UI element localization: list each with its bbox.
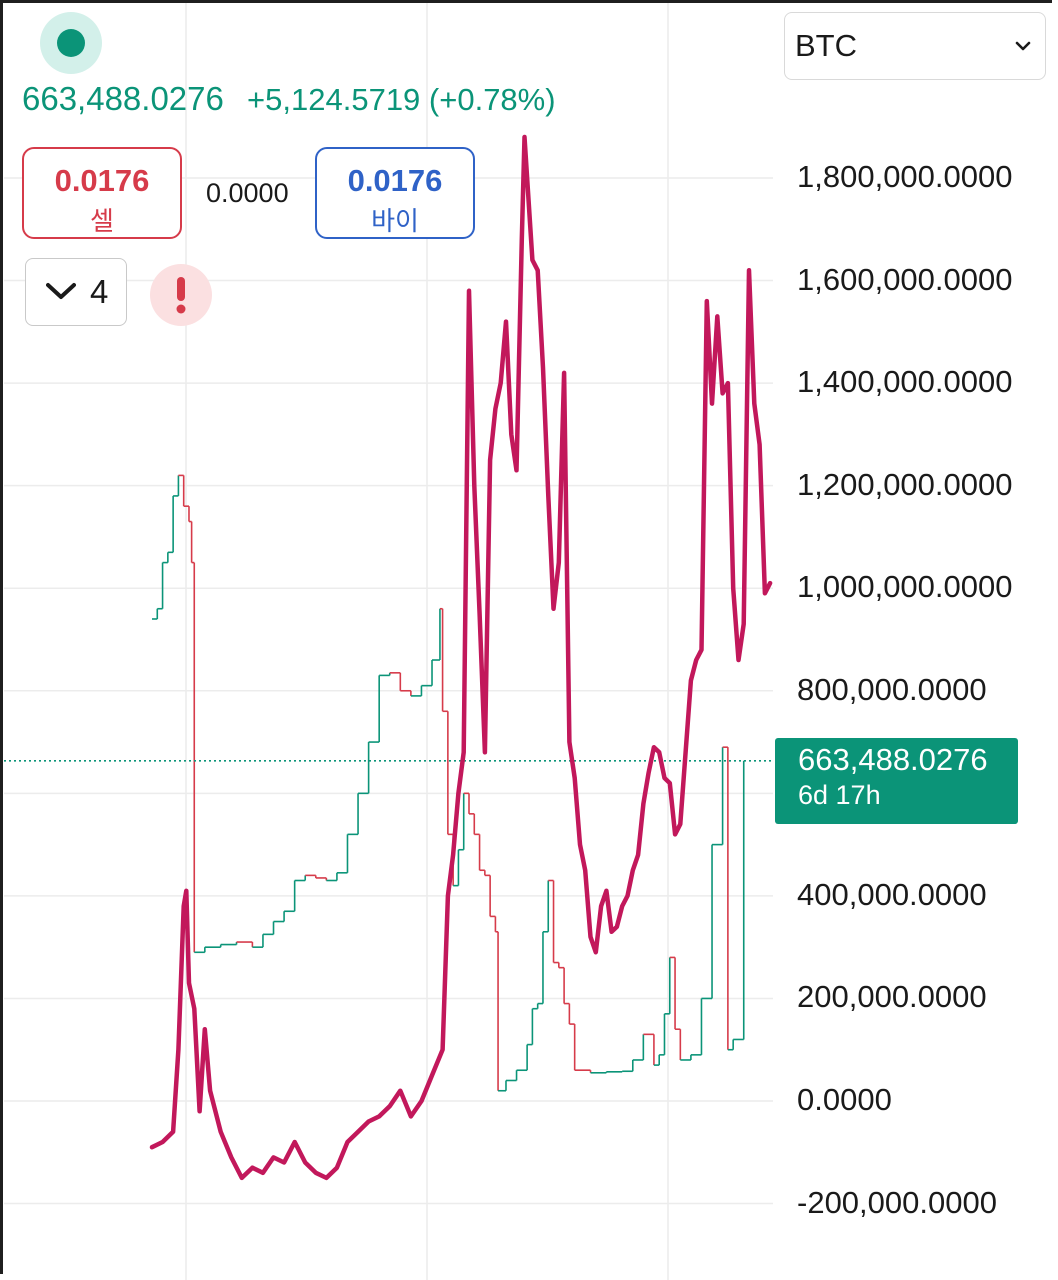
overlay-indicator-line <box>149 134 773 1181</box>
dot-icon <box>57 29 85 57</box>
exclamation-icon <box>176 277 186 314</box>
price-axis-label: 200,000.0000 <box>797 979 987 1015</box>
live-indicator <box>40 12 102 74</box>
quantity-value: 4 <box>90 273 109 310</box>
candle-series <box>152 474 745 1092</box>
price-change: +5,124.5719 (+0.78%) <box>247 82 556 117</box>
price-axis-label: -200,000.0000 <box>797 1184 997 1220</box>
candle-countdown: 6d 17h <box>798 780 881 810</box>
price-axis-label: 400,000.0000 <box>797 876 987 912</box>
price-axis-label: 1,600,000.0000 <box>797 261 1013 297</box>
current-price: 663,488.0276 <box>798 742 988 777</box>
sell-button[interactable]: 0.0176 셀 <box>22 147 182 239</box>
sell-label: 셀 <box>90 206 114 236</box>
warning-button[interactable] <box>150 264 212 326</box>
symbol-value: BTC <box>795 28 857 63</box>
price-header: 663,488.0276 +5,124.5719 (+0.78%) <box>22 80 556 118</box>
symbol-select[interactable]: BTC <box>784 12 1046 80</box>
last-price: 663,488.0276 <box>22 80 224 117</box>
buy-price: 0.0176 <box>347 163 443 198</box>
price-axis-label: 1,800,000.0000 <box>797 159 1013 194</box>
quantity-dropdown[interactable]: 4 <box>25 258 127 326</box>
buy-label: 바이 <box>371 206 419 236</box>
spread-value: 0.0000 <box>206 178 289 208</box>
chevron-down-icon <box>46 283 76 299</box>
price-axis-label: 1,200,000.0000 <box>797 466 1013 502</box>
price-axis-label: 1,000,000.0000 <box>797 569 1013 605</box>
price-axis-label: 1,400,000.0000 <box>797 364 1013 400</box>
buy-button[interactable]: 0.0176 바이 <box>315 147 475 239</box>
price-axis-label: 800,000.0000 <box>797 671 987 707</box>
current-price-tag: 663,488.0276 6d 17h <box>775 738 1018 824</box>
sell-price: 0.0176 <box>54 163 150 198</box>
chevron-down-icon <box>1015 41 1031 51</box>
price-axis-label: 0.0000 <box>797 1082 892 1117</box>
